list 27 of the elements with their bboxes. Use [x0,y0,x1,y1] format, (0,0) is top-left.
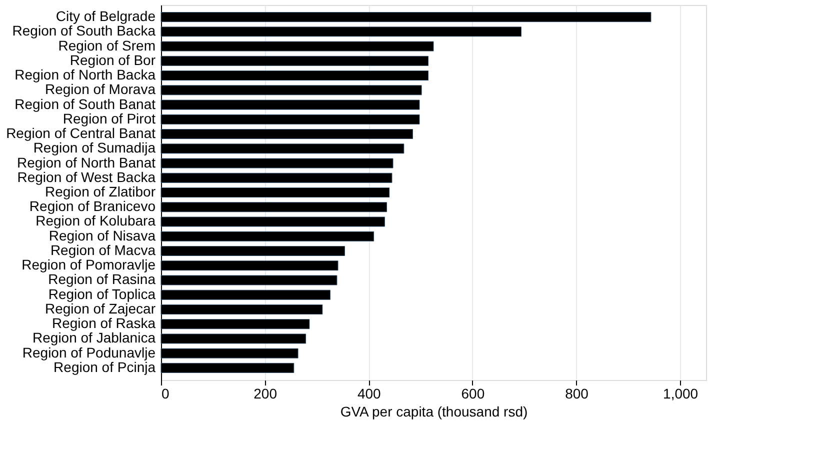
x-tick-label: 400 [357,386,382,402]
x-axis-title: GVA per capita (thousand rsd) [340,404,528,420]
x-tick-label: 800 [565,386,589,402]
y-tick-label: Region of Rasina [48,271,156,288]
y-tick-label: Region of Pirot [62,110,156,126]
y-tick-label: Region of Toplica [48,286,156,302]
y-tick-label: Region of Zlatibor [44,184,156,200]
y-tick-label: Region of North Backa [14,66,156,83]
y-tick-label: Region of South Banat [14,96,156,112]
x-tick-label: 600 [461,386,485,402]
y-tick-label: Region of Branicevo [29,198,156,214]
x-tick-label: 1,000 [663,386,698,402]
y-tick-label: Region of Central Banat [6,125,156,142]
y-tick-label: Region of Sumadija [33,140,156,156]
y-tick-label: Region of South Backa [12,22,156,39]
y-tick-label: Region of Nisava [48,227,156,244]
y-tick-label: Region of Pomoravlje [22,256,156,273]
y-tick-label: Region of Morava [44,81,156,98]
x-tick-label: 200 [254,386,278,402]
y-tick-label: City of Belgrade [56,8,156,24]
x-tick-label: 0 [162,386,170,402]
y-tick-label: Region of Jablanica [32,330,156,346]
y-tick-label: Region of Raska [52,315,156,332]
y-tick-label: Region of Kolubara [36,212,156,229]
y-tick-label: Region of Srem [58,37,156,54]
y-tick-label: Region of Podunavlje [22,344,156,360]
y-tick-label: Region of North Banat [16,154,156,170]
